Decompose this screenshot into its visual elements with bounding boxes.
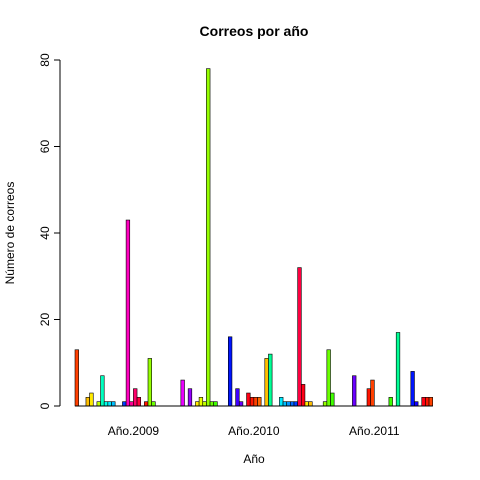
bar [107, 401, 112, 407]
bar [395, 332, 401, 407]
y-axis-label: Número de correos [3, 182, 17, 285]
bar [151, 401, 156, 407]
bar [180, 379, 185, 407]
y-tick-label: 20 [38, 313, 52, 327]
bar [209, 401, 215, 407]
y-axis: 0 20 40 60 80 [38, 53, 61, 409]
bar [195, 401, 200, 407]
bar [286, 401, 291, 407]
bar [125, 219, 131, 407]
bar [428, 397, 433, 407]
bar [89, 392, 94, 407]
bar [414, 401, 419, 407]
bar [308, 401, 313, 407]
x-axis-tick-labels: Año.2009 Año.2010 Año.2011 [108, 424, 400, 438]
bar [268, 353, 273, 407]
bar [410, 371, 415, 407]
bar [249, 397, 255, 407]
bar [144, 401, 149, 407]
bar [133, 388, 138, 407]
x-tick-label: Año.2009 [108, 424, 160, 438]
bar [352, 375, 357, 407]
bar [206, 68, 211, 407]
bar [129, 401, 134, 407]
bar [136, 397, 142, 407]
bar [122, 401, 127, 407]
bar [370, 379, 375, 407]
bar [85, 397, 90, 407]
bar [213, 401, 218, 407]
bar [300, 384, 306, 407]
bar [257, 397, 262, 407]
bar [388, 397, 393, 407]
bar [366, 388, 371, 407]
bar [202, 401, 207, 407]
bar [290, 401, 295, 407]
x-tick-label: Año.2011 [349, 424, 400, 438]
bar [253, 397, 258, 407]
y-tick-label: 0 [38, 402, 52, 409]
bar [103, 401, 109, 407]
bar [297, 267, 302, 407]
bar [304, 401, 309, 407]
bar [425, 397, 430, 407]
bar [246, 392, 251, 407]
bar [74, 349, 79, 407]
bar [198, 397, 204, 407]
bar [187, 388, 193, 407]
bar [421, 397, 426, 407]
bar [322, 401, 328, 407]
x-tick-label: Año.2010 [228, 424, 280, 438]
bar [100, 375, 105, 407]
y-tick-label: 40 [38, 226, 52, 240]
bar [228, 336, 233, 407]
bar [96, 401, 101, 407]
bar [282, 401, 287, 407]
bar [235, 388, 240, 407]
bar [264, 358, 269, 407]
bar [330, 392, 335, 407]
bars [74, 68, 433, 407]
bar [326, 349, 331, 407]
bar [111, 401, 116, 407]
chart-title: Correos por año [200, 23, 309, 39]
bar [293, 401, 298, 407]
bar [279, 397, 284, 407]
y-tick-label: 60 [38, 140, 52, 154]
bar [147, 358, 152, 407]
bar [238, 401, 244, 407]
x-axis-label: Año [243, 452, 265, 466]
y-tick-label: 80 [38, 53, 52, 67]
